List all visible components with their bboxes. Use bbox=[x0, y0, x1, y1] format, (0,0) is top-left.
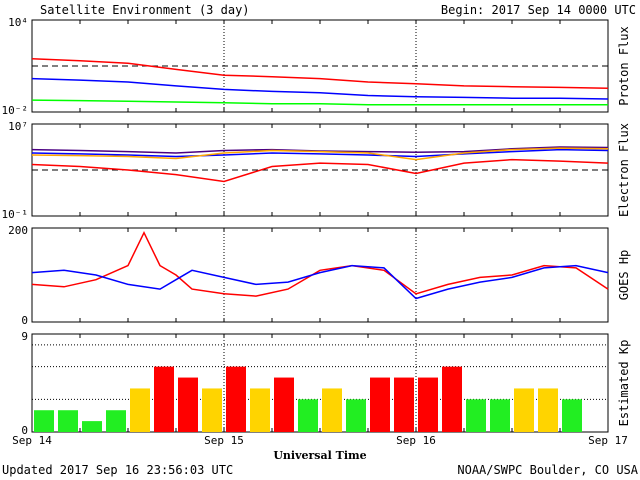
electron-flux-series-blue bbox=[31, 148, 609, 158]
electron-flux-panel: 10⁷ 10⁻¹ Electron Flux bbox=[2, 120, 632, 221]
kp-bar bbox=[442, 366, 462, 432]
kp-bar bbox=[178, 377, 198, 432]
proton-flux-series-red bbox=[31, 57, 609, 90]
goes-hp-series-red bbox=[31, 230, 609, 297]
estimated-kp-y-tick-top: 9 bbox=[21, 330, 28, 343]
electron-flux-y-label: Electron Flux bbox=[617, 123, 631, 217]
proton-flux-panel: 10⁴ 10⁻² Proton Flux bbox=[2, 16, 632, 117]
goes-hp-panel: 200 0 GOES Hp bbox=[8, 224, 631, 327]
goes-hp-y-tick-top: 200 bbox=[8, 224, 28, 237]
goes-hp-y-tick-bottom: 0 bbox=[21, 314, 28, 327]
kp-bar bbox=[322, 388, 342, 432]
kp-bar bbox=[394, 377, 414, 432]
electron-flux-y-tick-top: 10⁷ bbox=[8, 120, 28, 133]
kp-bar bbox=[154, 366, 174, 432]
kp-bar bbox=[226, 366, 246, 432]
kp-bar bbox=[538, 388, 558, 432]
kp-bar bbox=[418, 377, 438, 432]
kp-bar bbox=[346, 399, 366, 432]
electron-flux-series-orange bbox=[31, 147, 609, 161]
credit-text: NOAA/SWPC Boulder, CO USA bbox=[457, 463, 638, 477]
kp-bar bbox=[514, 388, 534, 432]
chart-panels: 10⁴ 10⁻² Proton Flux 10⁷ 10⁻¹ Electron Flux 20… bbox=[2, 16, 632, 437]
electron-flux-series-red bbox=[31, 158, 609, 183]
kp-bar bbox=[370, 377, 390, 432]
proton-flux-series-green bbox=[31, 99, 608, 106]
goes-hp-series-blue bbox=[31, 264, 609, 300]
chart-title: Satellite Environment (3 day) bbox=[40, 3, 250, 17]
updated-timestamp: Updated 2017 Sep 16 23:56:03 UTC bbox=[2, 463, 233, 477]
proton-flux-y-tick-bottom: 10⁻² bbox=[2, 104, 29, 117]
kp-bar bbox=[106, 410, 126, 432]
goes-hp-y-label: GOES Hp bbox=[617, 250, 631, 301]
kp-bar bbox=[82, 421, 102, 432]
x-tick-sep15: Sep 15 bbox=[204, 434, 244, 447]
kp-bar bbox=[130, 388, 150, 432]
kp-bar bbox=[250, 388, 270, 432]
estimated-kp-panel: 9 0 Estimated Kp bbox=[21, 330, 631, 437]
kp-bar bbox=[298, 399, 318, 432]
kp-bar bbox=[34, 410, 54, 432]
proton-flux-series-blue bbox=[31, 77, 609, 100]
x-axis-label: Universal Time bbox=[273, 449, 366, 462]
proton-flux-y-label: Proton Flux bbox=[617, 26, 631, 105]
proton-flux-y-tick-top: 10⁴ bbox=[8, 16, 28, 29]
kp-bar bbox=[466, 399, 486, 432]
kp-bar bbox=[562, 399, 582, 432]
estimated-kp-y-tick-bottom: 0 bbox=[21, 424, 28, 437]
kp-bar bbox=[202, 388, 222, 432]
kp-bar bbox=[490, 399, 510, 432]
x-tick-sep16: Sep 16 bbox=[396, 434, 436, 447]
estimated-kp-y-label: Estimated Kp bbox=[617, 340, 631, 427]
x-tick-sep14: Sep 14 bbox=[12, 434, 52, 447]
kp-bar bbox=[58, 410, 78, 432]
begin-time: Begin: 2017 Sep 14 0000 UTC bbox=[441, 3, 636, 17]
kp-bar bbox=[274, 377, 294, 432]
x-tick-sep17: Sep 17 bbox=[588, 434, 628, 447]
electron-flux-y-tick-bottom: 10⁻¹ bbox=[2, 208, 29, 221]
